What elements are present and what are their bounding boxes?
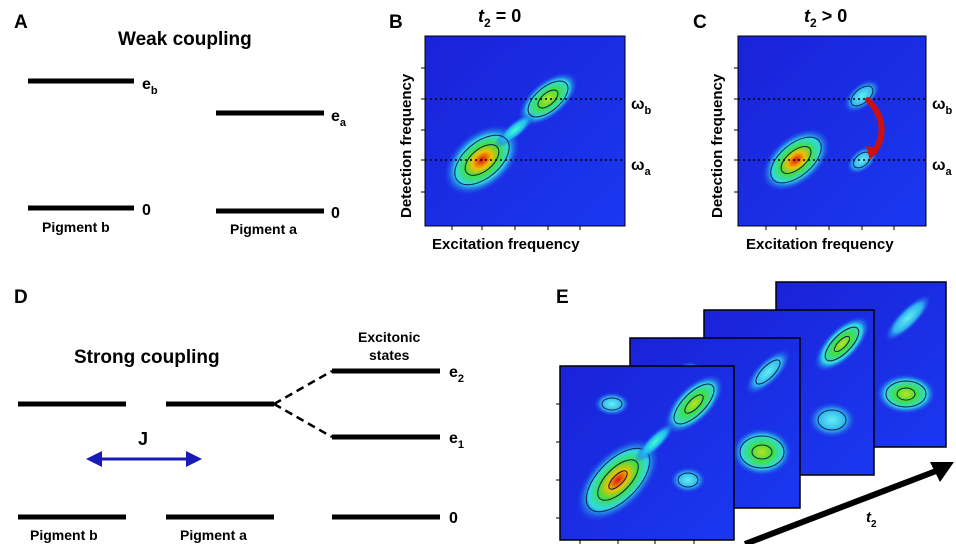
panel-a-letter: A bbox=[14, 12, 28, 33]
panel-e: E bbox=[556, 281, 954, 544]
panel-e-letter: E bbox=[556, 287, 569, 308]
contour-aa-outer bbox=[454, 134, 510, 186]
level-ea-label: ea bbox=[331, 108, 347, 129]
spectrum-stack-1 bbox=[556, 365, 735, 544]
ground-a-label: 0 bbox=[331, 205, 340, 222]
panel-b-letter: B bbox=[389, 12, 403, 33]
level-eb-label: eb bbox=[142, 76, 158, 97]
level-e2-label: e2 bbox=[449, 364, 464, 385]
contour-aa-inner bbox=[464, 144, 500, 176]
level-e1-label: e1 bbox=[449, 430, 464, 451]
panel-a-title: Weak coupling bbox=[118, 29, 252, 50]
panel-c-xlabel: Excitation frequency bbox=[746, 236, 894, 253]
omega-b-label: ωb bbox=[631, 96, 652, 117]
panel-a: A Weak coupling eb ea 0 0 Pigment b Pigm… bbox=[14, 12, 347, 237]
ground-b-label: 0 bbox=[142, 202, 151, 219]
contour-bb-inner bbox=[537, 89, 559, 109]
omega-a-label: ωa bbox=[631, 157, 652, 178]
panel-d: D Strong coupling Excitonic states e2 e1… bbox=[14, 287, 464, 543]
spectrum-c-plot bbox=[737, 35, 927, 227]
coupling-label: J bbox=[138, 429, 148, 449]
contour-aa-inner bbox=[780, 146, 812, 174]
panel-d-letter: D bbox=[14, 287, 28, 308]
spectrum-b-ticks bbox=[421, 67, 581, 230]
contour-bb-outer bbox=[527, 80, 569, 118]
contour-aa-outer bbox=[770, 136, 822, 184]
omega-a-label: ωa bbox=[932, 157, 953, 178]
omega-b-label: ωb bbox=[932, 96, 953, 117]
pigment-a-label: Pigment a bbox=[230, 221, 297, 237]
panel-b-ylabel: Detection frequency bbox=[398, 73, 415, 218]
coupling-arrowhead-left bbox=[86, 451, 102, 467]
coupling-arrowhead-right bbox=[186, 451, 202, 467]
excitonic-label-line1: Excitonic bbox=[358, 329, 420, 345]
panel-c: C t2 > 0 ωb ωa Detection frequency Exci bbox=[693, 6, 953, 253]
t2-axis-label: t2 bbox=[866, 509, 877, 530]
panel-b: B t2 = 0 ωb ωa Detection frequency Excit… bbox=[389, 6, 652, 253]
spectrum-c-ticks bbox=[734, 67, 895, 230]
t2-axis-arrowhead bbox=[930, 462, 954, 482]
t2-axis-arrow bbox=[743, 465, 946, 544]
panel-c-letter: C bbox=[693, 12, 707, 33]
panel-c-ylabel: Detection frequency bbox=[709, 73, 726, 218]
panel-c-title: t2 > 0 bbox=[804, 6, 847, 30]
pigment-b-label: Pigment b bbox=[30, 527, 98, 543]
ground-label: 0 bbox=[449, 510, 458, 527]
panel-b-xlabel: Excitation frequency bbox=[432, 236, 580, 253]
panel-d-title: Strong coupling bbox=[74, 347, 220, 368]
pigment-b-label: Pigment b bbox=[42, 219, 110, 235]
split-dash-up bbox=[273, 369, 333, 406]
pigment-a-label: Pigment a bbox=[180, 527, 247, 543]
panel-b-title: t2 = 0 bbox=[478, 6, 521, 30]
peak-bridge bbox=[494, 112, 536, 148]
excitonic-label-line2: states bbox=[369, 347, 410, 363]
split-dash-down bbox=[273, 402, 333, 439]
energy-transfer-arrowhead bbox=[866, 146, 880, 160]
peak-aa bbox=[761, 128, 831, 192]
